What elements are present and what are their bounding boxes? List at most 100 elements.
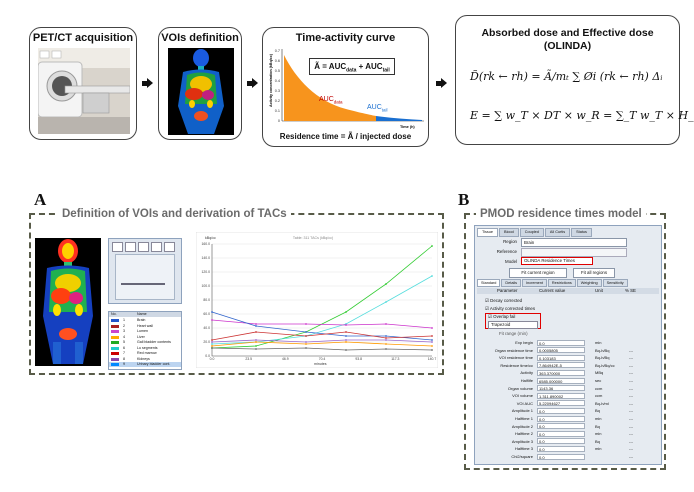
activity-times-check[interactable]: ☑ Activity corrected times [485,306,536,311]
fit-all-button[interactable]: Fit all regions [573,268,615,278]
overlap-check[interactable]: ☑ Overlap fail [488,314,516,319]
voi-list-item[interactable]: 7 Red marrow [109,351,181,356]
param-row: Organ volume 1143.36 ccm --- [477,385,659,392]
fit-current-button[interactable]: Fit current region [509,268,567,278]
tacs-xtick: 70.4 [319,357,326,361]
voi-list-item[interactable]: 6 Lu segments [109,346,181,351]
param-value[interactable]: 0.0 [537,423,585,430]
param-value[interactable]: 0.103183 [537,354,585,361]
param-name: Halftime 3 [514,446,533,452]
tool-button[interactable] [138,242,149,252]
region-select[interactable]: Brain [521,238,627,247]
param-name: Amplitude 3 [511,438,533,444]
voi-list-rows: 1 Brain 2 Heart wall 3 Lumen 4 Liver 5 Gall bladd… [109,318,181,368]
auc-data-label: AUCdata [319,96,343,105]
voi-name: Brain [137,318,146,322]
tac-series-point [255,345,257,347]
tac-ytick: 0.3 [275,89,280,93]
pmod-tab[interactable]: Tissue [477,228,499,237]
voi-name: Urinary bladder cont. [137,362,171,366]
tool-button[interactable] [112,242,123,252]
param-value[interactable]: 5.22094627 [537,400,585,407]
param-value[interactable]: 0.0 [537,453,585,460]
voi-list-item[interactable]: 9 Urinary bladder cont. [109,362,181,367]
pmod-tab[interactable]: Blood [499,228,519,237]
tac-series-point [345,324,347,326]
param-name: Residence time/cc [500,362,533,368]
reference-select[interactable] [521,248,627,257]
voi-list-item[interactable]: 3 Lumen [109,329,181,334]
vois-step-title: VOIs definition [161,32,239,44]
voi-number: 7 [123,351,125,355]
param-row: VOI volume 1,311.890002 ccm --- [477,392,659,399]
pmod-subtab[interactable]: Standard [477,279,501,287]
pmod-tab[interactable]: Coupled [519,228,544,237]
tac-series-point [255,323,257,325]
voi-list-item[interactable]: 5 Gall bladder contents [109,340,181,345]
slider-track[interactable] [121,283,165,285]
absorbed-dose-formula: D̃(rk ← rh) = Ã/mₜ ∑ Øi (rk ← rh) Δᵢ [470,70,663,83]
tac-series-point [211,311,213,313]
param-value[interactable]: 7.864942E-5 [537,362,585,369]
pmod-subtab[interactable]: Weighting [576,279,602,287]
decay-corrected-check[interactable]: ☑ Decay corrected [485,298,523,303]
pet-coronal-image [35,238,101,366]
model-select[interactable]: OLINDA Residence Times [521,257,593,265]
pmod-subtab[interactable]: Increment [522,279,547,287]
tool-button[interactable] [151,242,162,252]
petct-step-box: PET/CT acquisition [29,27,137,140]
voi-number: 9 [123,362,125,366]
voi-list-item[interactable]: 4 Liver [109,335,181,340]
param-value[interactable]: 0.0 [537,445,585,452]
tool-subpanel [115,254,175,300]
tacs-line-chart: Table: 311 TACs (kBq/cc) kBq/cc minutes … [196,232,438,368]
voi-list-item[interactable]: 2 Heart wall [109,324,181,329]
tac-series-point [305,323,307,325]
tac-series-point [431,341,433,343]
param-value[interactable]: 1,311.890002 [537,392,585,399]
param-value[interactable]: 1143.36 [537,385,585,392]
voi-list-item[interactable]: 1 Brain [109,318,181,323]
param-value[interactable]: 0.0 [537,438,585,445]
tac-series-point [385,301,387,303]
tac-series-point [345,331,347,333]
param-value[interactable]: 0.0 [537,415,585,422]
pmod-subtab[interactable]: Details [501,279,522,287]
auc-eq-sub: tail [382,67,390,74]
tool-button[interactable] [164,242,175,252]
param-value[interactable]: 0.0 [537,407,585,414]
tacs-xtick: 23.5 [245,357,252,361]
param-value[interactable]: 0.0 [537,430,585,437]
tac-series-point [385,343,387,345]
tac-series-line [211,245,433,349]
pmod-tab[interactable]: All Curtis [544,228,571,237]
fit-type-select[interactable]: Trapezoid [488,321,538,329]
param-name: Amplitude 1 [511,408,533,414]
tac-series-point [211,341,213,343]
param-se: --- [629,347,633,353]
tacs-xtick: 93.8 [355,357,362,361]
param-row: Chi2/square 0.0 --- [477,453,659,460]
param-unit: min [595,431,602,437]
tool-button[interactable] [125,242,136,252]
pmod-subtab[interactable]: Sensitivity [602,279,628,287]
param-unit: ccm [595,393,603,399]
param-se: --- [629,355,633,361]
tac-curve-chart: 0.7 0.6 0.5 0.4 0.3 0.2 0.1 0 Activity c… [269,49,424,129]
voi-list-item[interactable]: 8 Kidneys [109,357,181,362]
panel-b-title: PMOD residence times model [476,208,646,220]
tac-series-point [431,275,433,277]
pmod-subtab[interactable]: Restrictions [547,279,576,287]
tac-series-point [385,339,387,341]
param-value[interactable]: 363.370000 [537,369,585,376]
param-name: VOI volume [512,393,533,399]
param-value[interactable]: 0.0 [537,339,585,346]
param-value[interactable]: 6585.000000 [537,377,585,384]
param-value[interactable]: 0.0005805 [537,347,585,354]
tac-series-point [211,345,213,347]
param-se: --- [629,378,633,383]
pmod-tab[interactable]: Status [571,228,592,237]
tac-series-point [345,335,347,337]
reference-label: Reference [496,249,517,254]
tac-series-line [211,331,433,341]
